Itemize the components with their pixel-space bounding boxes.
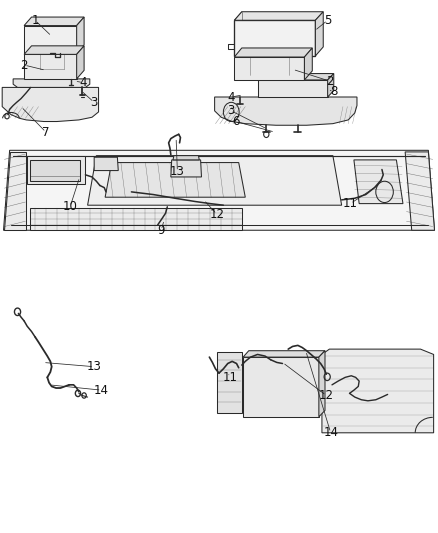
Polygon shape xyxy=(4,152,26,230)
Polygon shape xyxy=(315,12,323,56)
Text: 1: 1 xyxy=(31,14,39,27)
Text: 3: 3 xyxy=(228,104,235,117)
Polygon shape xyxy=(105,163,245,197)
Polygon shape xyxy=(319,351,325,417)
Text: 12: 12 xyxy=(209,208,224,221)
Text: 14: 14 xyxy=(323,426,338,439)
Polygon shape xyxy=(304,48,312,80)
Polygon shape xyxy=(243,351,325,357)
Polygon shape xyxy=(243,357,319,417)
Text: 4: 4 xyxy=(79,76,87,89)
Polygon shape xyxy=(173,156,199,160)
Polygon shape xyxy=(328,74,334,97)
Text: 5: 5 xyxy=(324,14,331,27)
Polygon shape xyxy=(88,156,342,205)
Text: 13: 13 xyxy=(170,165,185,178)
Text: 7: 7 xyxy=(42,126,50,139)
Text: 2: 2 xyxy=(325,75,333,87)
Text: 11: 11 xyxy=(343,197,358,210)
Text: 11: 11 xyxy=(223,371,237,384)
Polygon shape xyxy=(27,156,85,184)
Polygon shape xyxy=(24,54,77,79)
Polygon shape xyxy=(2,87,99,122)
Text: 6: 6 xyxy=(232,115,240,128)
Polygon shape xyxy=(77,17,84,53)
Bar xyxy=(30,160,80,181)
Polygon shape xyxy=(24,26,77,53)
Text: 2: 2 xyxy=(20,59,28,71)
Polygon shape xyxy=(234,57,304,80)
Polygon shape xyxy=(234,12,323,20)
Polygon shape xyxy=(217,352,242,413)
Text: 4: 4 xyxy=(227,91,235,103)
Polygon shape xyxy=(234,20,315,56)
Polygon shape xyxy=(322,349,434,433)
Polygon shape xyxy=(354,160,403,204)
Polygon shape xyxy=(13,79,90,87)
Text: 9: 9 xyxy=(157,224,165,237)
Polygon shape xyxy=(24,46,84,54)
Polygon shape xyxy=(215,97,357,125)
Polygon shape xyxy=(258,80,328,97)
Polygon shape xyxy=(94,157,118,171)
Polygon shape xyxy=(405,152,434,230)
Text: 3: 3 xyxy=(91,96,98,109)
Polygon shape xyxy=(4,150,434,230)
Text: 12: 12 xyxy=(319,389,334,402)
Text: 13: 13 xyxy=(87,360,102,373)
Polygon shape xyxy=(171,160,201,177)
Polygon shape xyxy=(30,208,242,230)
Polygon shape xyxy=(77,46,84,79)
Text: 8: 8 xyxy=(330,85,337,98)
Text: 10: 10 xyxy=(63,200,78,213)
Text: 14: 14 xyxy=(94,384,109,397)
Polygon shape xyxy=(234,48,312,57)
Polygon shape xyxy=(24,17,84,26)
Polygon shape xyxy=(258,74,334,80)
